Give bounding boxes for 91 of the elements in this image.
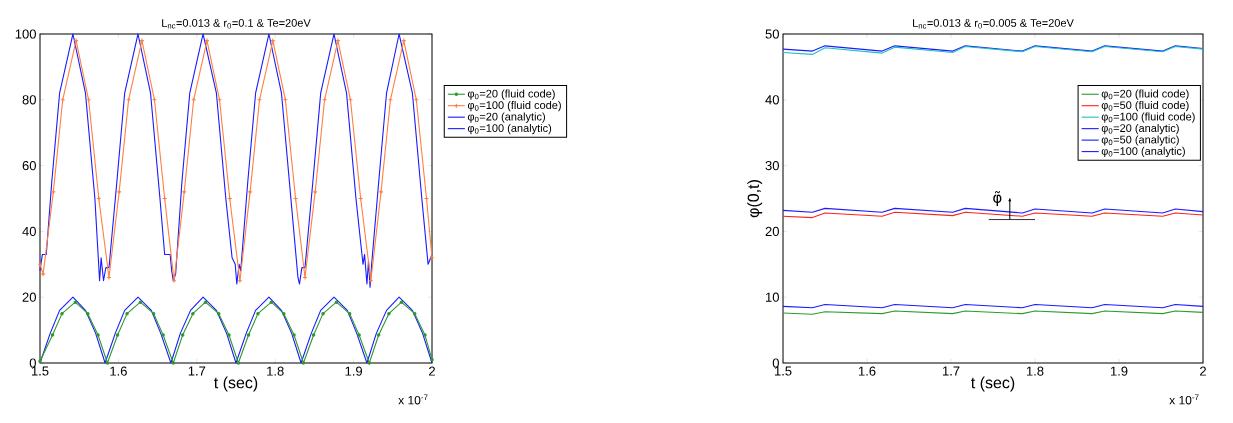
x-tick-label: 1.7 [188, 366, 206, 376]
x-tick-label: 1.7 [942, 366, 960, 376]
point [181, 189, 187, 195]
point [321, 311, 325, 316]
point [246, 333, 251, 337]
point [161, 333, 165, 337]
point [311, 333, 316, 337]
legend-label: φ$_{0}$=100 (analytic) [1101, 146, 1185, 158]
point [292, 333, 296, 337]
point [50, 333, 55, 337]
point [191, 311, 195, 316]
y-tick-label: 30 [765, 161, 779, 171]
x-axis-title: t (sec) [971, 376, 1015, 392]
legend-label: φ$_{0}$=50 (analytic) [1101, 135, 1179, 146]
point [106, 274, 112, 281]
point [236, 361, 241, 365]
text: x 10$^{-7}$ [1169, 394, 1199, 405]
point [247, 189, 253, 195]
x-tick-label: 1.8 [1026, 366, 1044, 376]
legend-label: φ$_{0}$=50 (fluid code) [1101, 100, 1189, 112]
point [302, 274, 308, 281]
point [60, 311, 64, 316]
legend-label: φ$_{0}$=100 (fluid code) [1101, 112, 1195, 123]
chart-title: L$_{nc}$=0.013 & r$_{0}$=0.1 & Te=20eV [162, 19, 311, 29]
point [96, 333, 100, 337]
legend-label: φ$_{0}$=100 (fluid code) [467, 100, 561, 112]
x-tick-label: 1.5 [31, 366, 49, 376]
legend-label: φ$_{0}$=100 (analytic) [467, 123, 552, 135]
point [423, 333, 427, 337]
point [367, 361, 372, 365]
legend-label: φ$_{0}$=20 (analytic) [467, 112, 545, 123]
point [368, 278, 374, 284]
x-tick-label: 1.8 [267, 366, 284, 376]
point [171, 278, 177, 284]
point [256, 311, 260, 316]
x-tick-label: 1.6 [110, 366, 127, 376]
y-tick-label: 20 [22, 292, 36, 302]
point [116, 189, 122, 195]
point [347, 311, 352, 316]
y-tick-label: 0 [29, 358, 36, 368]
point [413, 311, 417, 316]
y-tick-label: 60 [22, 160, 36, 171]
point [86, 311, 90, 316]
y-tick-label: 100 [15, 29, 36, 39]
y-tick-label: 50 [765, 29, 779, 39]
x-tick-label: 2 [1200, 366, 1206, 376]
legend-label: φ$_{0}$=20 (fluid code) [467, 89, 555, 100]
y-tick-label: 40 [765, 95, 779, 105]
y-tick-label: 40 [22, 226, 36, 236]
point [430, 357, 434, 362]
point [171, 361, 176, 365]
x-tick-label: 1.6 [858, 366, 876, 376]
point [237, 278, 243, 284]
point [125, 311, 129, 316]
point [399, 300, 404, 304]
point [40, 271, 46, 277]
legend-label: φ$_{0}$=20 (fluid code) [1101, 89, 1189, 100]
x-tick-label: 1.9 [345, 366, 363, 376]
y-axis-title: φ(0,t) [747, 180, 763, 218]
point [105, 361, 110, 365]
y-tick-label: 0 [772, 358, 779, 368]
annotation: φ̃ [993, 191, 1002, 206]
y-tick-label: 10 [766, 292, 779, 302]
point [217, 311, 221, 316]
point [376, 333, 381, 337]
y-tick-label: 80 [22, 95, 36, 105]
point [151, 311, 156, 316]
point [180, 333, 185, 337]
point [203, 300, 208, 304]
x-axis-title: t (sec) [214, 376, 258, 392]
x-tick-label: 1.5 [774, 366, 792, 376]
x-tick-label: 2 [429, 366, 435, 376]
point [227, 333, 231, 337]
point [282, 311, 286, 316]
point [334, 300, 339, 304]
point [357, 333, 361, 337]
point [138, 300, 143, 304]
point [115, 333, 120, 337]
x-tick-label: 1.9 [1110, 366, 1128, 376]
point [387, 311, 391, 316]
y-tick-label: 20 [765, 226, 779, 236]
point [73, 300, 78, 304]
point [38, 359, 42, 364]
chart-title: L$_{nc}$=0.013 & r$_{0}$=0.005 & Te=20eV [913, 19, 1074, 29]
point [269, 300, 274, 304]
point [312, 189, 318, 195]
point [50, 189, 56, 195]
legend-label: φ$_{0}$=20 (analytic) [1101, 123, 1179, 135]
point [301, 361, 306, 365]
point [378, 189, 384, 195]
text: x 10$^{-7}$ [398, 394, 428, 405]
